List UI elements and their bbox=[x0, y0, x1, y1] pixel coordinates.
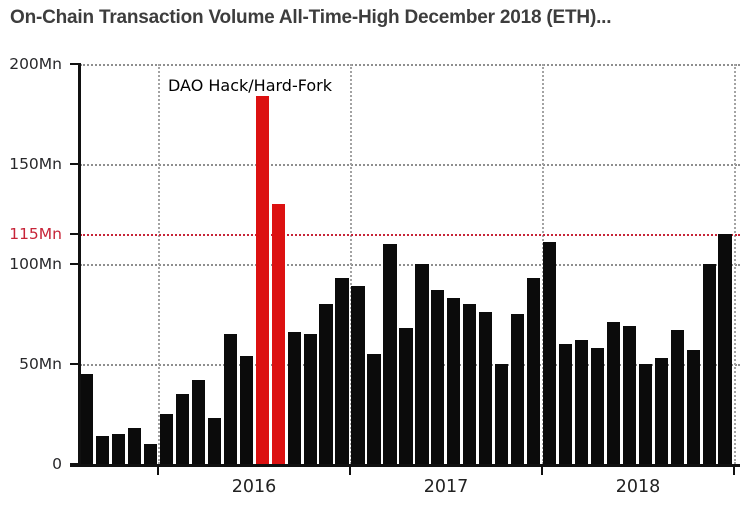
bar-2018-03 bbox=[574, 340, 589, 464]
y-tick-150mn bbox=[70, 163, 80, 165]
x-label-2017: 2017 bbox=[423, 477, 469, 497]
bar-2017-07 bbox=[447, 298, 461, 464]
bar-2015-09 bbox=[96, 436, 110, 464]
bar-2018-01 bbox=[542, 242, 557, 464]
bar-2017-02 bbox=[367, 354, 381, 464]
bar-2017-06 bbox=[431, 290, 445, 464]
chart-title: On-Chain Transaction Volume All-Time-Hig… bbox=[10, 7, 612, 28]
bar-2015-12 bbox=[143, 444, 158, 464]
x-axis-line bbox=[70, 464, 740, 467]
bar-2018-08 bbox=[654, 358, 668, 464]
bar-2017-10 bbox=[495, 364, 509, 464]
y-label-100mn: 100Mn bbox=[9, 255, 62, 273]
y-label-50mn: 50Mn bbox=[19, 355, 62, 373]
bar-2016-11 bbox=[319, 304, 333, 464]
y-tick-200mn bbox=[70, 63, 80, 65]
y-axis-line bbox=[78, 63, 81, 467]
y-tick-115mn bbox=[70, 233, 80, 235]
y-tick-0mn bbox=[70, 463, 80, 465]
bar-2016-09 bbox=[287, 332, 301, 464]
bar-2016-06 bbox=[239, 356, 253, 464]
y-tick-100mn bbox=[70, 263, 80, 265]
dao-hack-annotation: DAO Hack/Hard-Fork bbox=[168, 76, 332, 95]
plot-area bbox=[80, 64, 740, 464]
bar-2016-10 bbox=[303, 334, 317, 464]
bar-2015-10 bbox=[111, 434, 126, 464]
bar-2017-11 bbox=[510, 314, 525, 464]
bar-2018-12 bbox=[718, 234, 732, 464]
year-gridline-1 bbox=[350, 64, 352, 464]
bar-2017-08 bbox=[463, 304, 477, 464]
bar-2018-05 bbox=[606, 322, 621, 464]
bar-2018-09 bbox=[670, 330, 684, 464]
bar-2018-11 bbox=[702, 264, 716, 464]
bar-2018-02 bbox=[558, 344, 573, 464]
x-label-2016: 2016 bbox=[231, 477, 277, 497]
y-label-0mn: 0 bbox=[52, 455, 62, 473]
bar-2017-01 bbox=[351, 286, 365, 464]
year-gridline-3 bbox=[734, 64, 736, 464]
x-tick-0 bbox=[157, 467, 159, 475]
bar-2016-05 bbox=[223, 334, 237, 464]
bar-2018-06 bbox=[622, 326, 637, 464]
bar-2015-11 bbox=[127, 428, 142, 464]
x-tick-2 bbox=[541, 467, 543, 475]
bar-2016-02 bbox=[175, 394, 190, 464]
y-label-115mn: 115Mn bbox=[9, 225, 62, 243]
ath-115mn-line bbox=[80, 234, 740, 236]
gridline-150mn bbox=[80, 164, 740, 166]
bar-2016-04 bbox=[207, 418, 222, 464]
bar-2017-03 bbox=[383, 244, 397, 464]
year-gridline-0 bbox=[158, 64, 160, 464]
bar-2017-12 bbox=[526, 278, 541, 464]
x-label-2018: 2018 bbox=[615, 477, 661, 497]
bar-2016-07 bbox=[255, 96, 269, 464]
bar-2018-04 bbox=[590, 348, 605, 464]
gridline-100mn bbox=[80, 264, 740, 266]
x-tick-1 bbox=[349, 467, 351, 475]
gridline-200mn bbox=[80, 64, 740, 66]
bar-2017-04 bbox=[399, 328, 413, 464]
x-tick-3 bbox=[733, 467, 735, 475]
y-label-150mn: 150Mn bbox=[9, 155, 62, 173]
bar-2016-12 bbox=[335, 278, 349, 464]
bar-2017-09 bbox=[479, 312, 493, 464]
bar-2015-08 bbox=[80, 374, 94, 464]
y-label-200mn: 200Mn bbox=[9, 55, 62, 73]
bar-2017-05 bbox=[415, 264, 429, 464]
y-tick-50mn bbox=[70, 363, 80, 365]
bar-2016-03 bbox=[191, 380, 206, 464]
bar-2016-01 bbox=[159, 414, 174, 464]
bar-2018-07 bbox=[638, 364, 652, 464]
bar-2016-08 bbox=[271, 204, 285, 464]
bar-2018-10 bbox=[686, 350, 700, 464]
